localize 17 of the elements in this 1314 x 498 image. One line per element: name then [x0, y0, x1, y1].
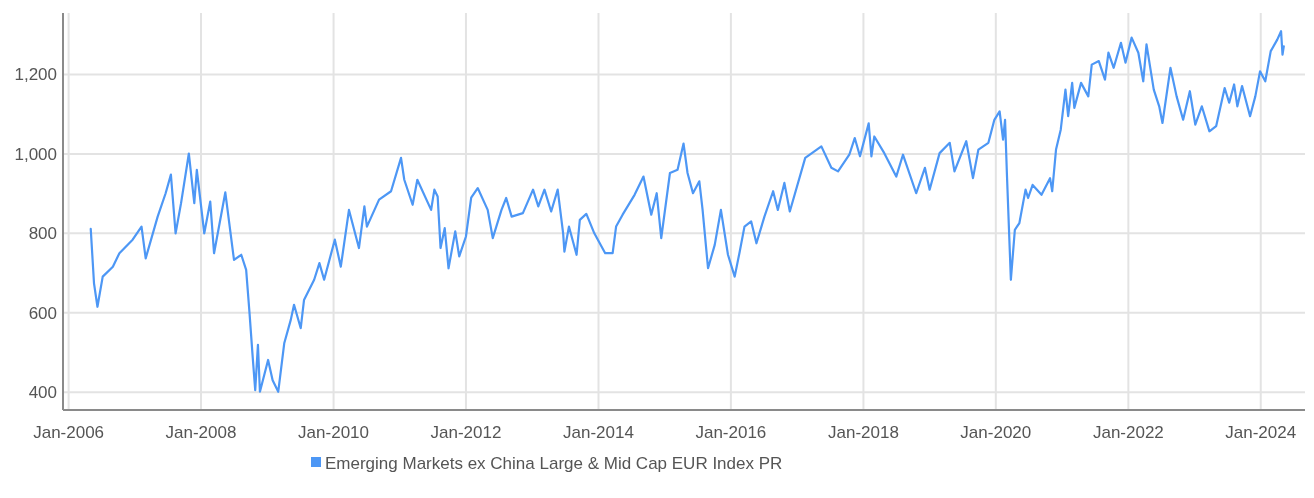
x-tick-label: Jan-2016: [695, 423, 767, 442]
legend-label: Emerging Markets ex China Large & Mid Cap EUR Index PR: [325, 453, 783, 473]
x-tick-label: Jan-2012: [430, 423, 502, 442]
x-tick-label: Jan-2018: [827, 423, 899, 442]
x-tick-label: Jan-2024: [1225, 423, 1297, 442]
x-tick-label: Jan-2014: [563, 423, 634, 442]
y-tick-label: 800: [28, 224, 57, 244]
y-tick-label: 1,000: [14, 144, 57, 164]
x-tick-label: Jan-2010: [298, 423, 370, 442]
line-series: [89, 30, 1285, 393]
y-tick-label: 400: [28, 383, 57, 403]
y-tick-label: 1,200: [14, 65, 57, 85]
x-tick-label: Jan-2022: [1092, 423, 1164, 442]
x-tick-label: Jan-2006: [33, 423, 105, 442]
x-tick-label: Jan-2008: [165, 423, 237, 442]
x-tick-label: Jan-2020: [960, 423, 1032, 442]
y-tick-label: 600: [28, 303, 57, 323]
